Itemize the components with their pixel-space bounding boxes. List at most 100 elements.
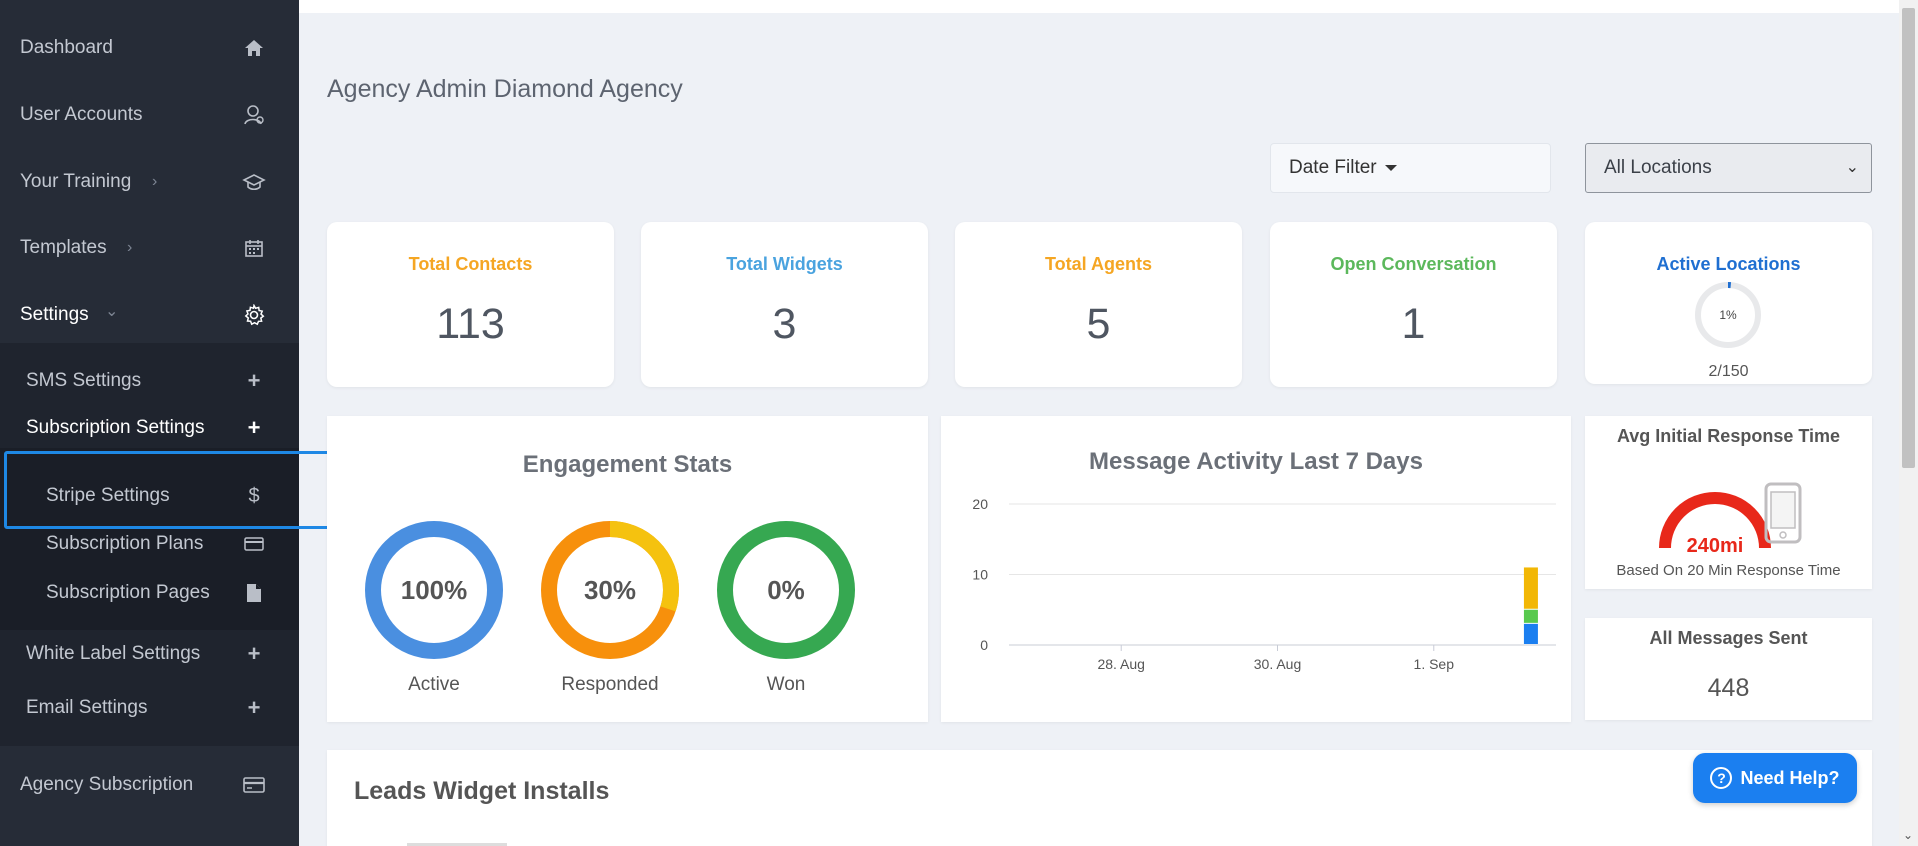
location-select[interactable]: All Locations ⌄: [1585, 143, 1872, 193]
donut-value: 0%: [767, 575, 805, 605]
sidebar-item-stripe-settings[interactable]: Stripe Settings $: [0, 476, 299, 516]
chevron-down-icon: ⌄: [105, 303, 119, 320]
sidebar-item-label: Settings: [20, 304, 89, 325]
chevron-down-icon: ⌄: [1845, 159, 1859, 176]
sidebar-item-subscription-plans[interactable]: Subscription Plans: [0, 524, 299, 564]
response-caption: Based On 20 Min Response Time: [1616, 562, 1841, 579]
sidebar-item-settings[interactable]: Settings ⌄: [0, 295, 299, 335]
stat-value: 113: [436, 300, 505, 348]
sidebar-item-dashboard[interactable]: Dashboard: [0, 28, 299, 68]
card-title: All Messages Sent: [1649, 628, 1808, 648]
total-contacts-card: Total Contacts 113: [327, 222, 614, 387]
sidebar-item-label: Templates: [20, 237, 107, 258]
home-icon: [241, 35, 267, 61]
y-tick-label: 20: [972, 496, 988, 512]
stat-title: Total Widgets: [726, 254, 843, 274]
messages-sent-value: 448: [1707, 674, 1750, 702]
need-help-button[interactable]: ? Need Help?: [1693, 753, 1857, 803]
sidebar-item-agency-subscription[interactable]: Agency Subscription: [0, 765, 299, 805]
sidebar-item-label: Your Training: [20, 171, 132, 192]
sidebar-item-label: Agency Subscription: [20, 774, 194, 795]
stat-value: 5: [1086, 300, 1111, 348]
active-donut: 100%: [365, 521, 503, 659]
total-widgets-card: Total Widgets 3: [641, 222, 928, 387]
scrollbar[interactable]: ⌄: [1899, 0, 1918, 846]
sidebar-item-label: White Label Settings: [26, 643, 201, 664]
phone-icon: [1764, 482, 1802, 544]
sidebar: Dashboard User Accounts Your Training › …: [0, 0, 299, 846]
scrollbar-thumb[interactable]: [1902, 8, 1915, 468]
active-locations-ring: 1%: [1695, 282, 1761, 348]
section-title: Leads Widget Installs: [354, 777, 610, 805]
sidebar-item-label: Subscription Settings: [26, 417, 205, 438]
stat-title: Total Contacts: [408, 254, 533, 274]
responded-donut: 30%: [541, 521, 679, 659]
plus-icon: +: [247, 415, 261, 440]
x-tick-label: 30. Aug: [1254, 656, 1302, 672]
donut-value: 100%: [401, 575, 468, 605]
bar-segment: [1523, 623, 1538, 644]
response-gauge: 240mi: [1659, 492, 1771, 556]
donut-label: Active: [408, 674, 460, 695]
plus-icon: +: [247, 368, 261, 393]
dollar-icon: $: [248, 484, 260, 507]
x-tick-label: 1. Sep: [1414, 656, 1455, 672]
sidebar-item-label: Stripe Settings: [46, 485, 170, 506]
active-locations-card: Active Locations 1% 2/150: [1585, 222, 1872, 384]
date-filter-label: Date Filter: [1289, 157, 1377, 178]
stat-title: Active Locations: [1656, 254, 1801, 274]
card-title: Avg Initial Response Time: [1616, 426, 1841, 446]
sidebar-item-subscription-settings[interactable]: Subscription Settings +: [0, 408, 299, 448]
plus-icon: +: [247, 641, 261, 666]
caret-down-icon: [1384, 165, 1397, 171]
chevron-right-icon: ›: [152, 173, 158, 190]
panel-title: Engagement Stats: [522, 451, 733, 478]
y-tick-label: 10: [972, 567, 988, 583]
chevron-right-icon: ›: [127, 239, 133, 256]
active-locations-percent: 1%: [1719, 308, 1737, 322]
chart-title: Message Activity Last 7 Days: [1089, 448, 1423, 475]
sidebar-item-label: Email Settings: [26, 697, 148, 718]
location-select-value: All Locations: [1604, 157, 1712, 178]
sidebar-item-white-label-settings[interactable]: White Label Settings +: [0, 634, 299, 674]
stat-value: 1: [1401, 300, 1426, 348]
sidebar-item-label: User Accounts: [20, 104, 143, 125]
file-icon: [241, 580, 267, 606]
donut-value: 30%: [584, 575, 636, 605]
total-agents-card: Total Agents 5: [955, 222, 1242, 387]
help-icon: ?: [1710, 767, 1733, 789]
sidebar-item-user-accounts[interactable]: User Accounts: [0, 95, 299, 135]
calendar-icon: [241, 235, 267, 261]
gear-icon: [241, 302, 267, 328]
sidebar-item-email-settings[interactable]: Email Settings +: [0, 688, 299, 728]
donut-label: Won: [766, 674, 806, 695]
stat-value: 3: [772, 300, 797, 348]
engagement-stats-card: Engagement Stats 100% Active 30% Respond…: [327, 416, 928, 722]
stat-title: Total Agents: [1045, 254, 1152, 274]
donut-label: Responded: [561, 674, 659, 695]
bar-segment: [1523, 567, 1538, 609]
date-filter-dropdown[interactable]: Date Filter: [1270, 143, 1551, 193]
sidebar-item-subscription-pages[interactable]: Subscription Pages: [0, 573, 299, 613]
sidebar-item-label: Dashboard: [20, 37, 113, 58]
sidebar-item-templates[interactable]: Templates ›: [0, 228, 299, 268]
won-donut: 0%: [717, 521, 855, 659]
plus-icon: +: [247, 695, 261, 720]
top-bar: [299, 0, 1899, 13]
stat-title: Open Conversation: [1330, 254, 1497, 274]
all-messages-sent-card: All Messages Sent 448: [1585, 618, 1872, 720]
leads-widget-installs-card: Leads Widget Installs: [327, 750, 1872, 846]
sidebar-item-label: SMS Settings: [26, 370, 142, 391]
x-tick-label: 28. Aug: [1097, 656, 1145, 672]
gauge-value: 240mi: [1687, 535, 1744, 556]
divider: [407, 843, 507, 846]
page-title: Agency Admin Diamond Agency: [327, 75, 683, 103]
need-help-label: Need Help?: [1740, 767, 1840, 788]
sidebar-item-label: Subscription Plans: [46, 533, 204, 554]
scroll-down-icon[interactable]: ⌄: [1903, 828, 1914, 842]
sidebar-item-label: Subscription Pages: [46, 582, 210, 603]
avg-response-time-card: Avg Initial Response Time 240mi Based On…: [1585, 416, 1872, 589]
bar-segment: [1523, 609, 1538, 623]
sidebar-item-sms-settings[interactable]: SMS Settings +: [0, 361, 299, 401]
sidebar-item-your-training[interactable]: Your Training ›: [0, 162, 299, 202]
